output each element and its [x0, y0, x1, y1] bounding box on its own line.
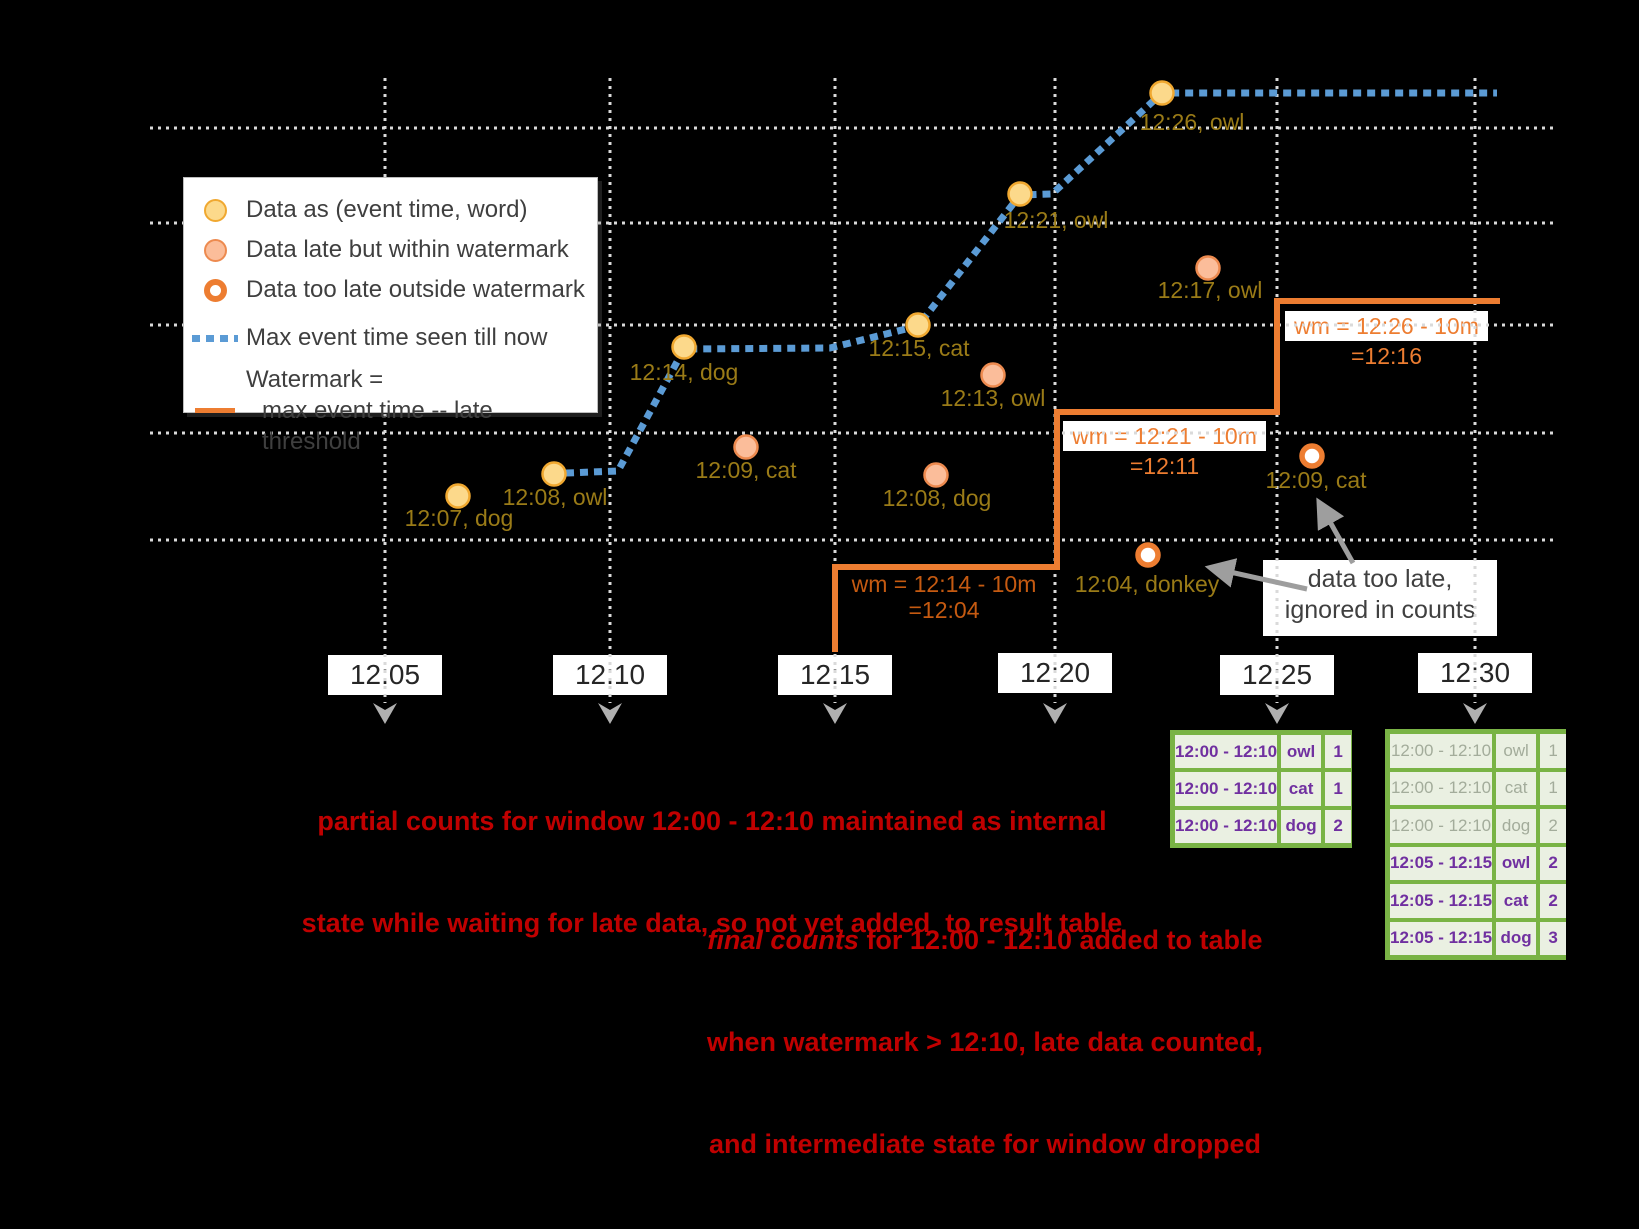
- word-cell: dog: [1281, 809, 1322, 843]
- word-cell: cat: [1496, 771, 1537, 805]
- count-cell: 1: [1540, 771, 1567, 805]
- legend-item-late: Data late but within watermark: [184, 230, 597, 270]
- legend-item-watermark-line: Watermark = max event time -- late thres…: [184, 364, 597, 457]
- legend-label: Watermark =: [246, 366, 384, 393]
- count-cell: 3: [1540, 921, 1567, 955]
- on-time-point-icon: [184, 198, 246, 222]
- word-cell: cat: [1281, 772, 1322, 806]
- legend: Data as (event time, word) Data late but…: [183, 177, 598, 455]
- max-event-line-icon: [184, 334, 246, 342]
- legend-item-on-time: Data as (event time, word): [184, 190, 597, 230]
- count-cell: 2: [1540, 809, 1567, 843]
- partial-counts-note-line2: state while waiting for late data, so no…: [301, 908, 1123, 938]
- too-late-point-icon: [184, 278, 246, 302]
- final-counts-line1-rest: for 12:00 - 12:10 added to table: [858, 925, 1263, 955]
- final-counts-note-line1: final counts for 12:00 - 12:10 added to …: [660, 923, 1310, 957]
- legend-label: Max event time seen till now: [246, 324, 548, 351]
- word-cell: cat: [1496, 884, 1537, 918]
- window-cell: 12:00 - 12:10: [1175, 772, 1278, 806]
- count-cell: 1: [1325, 772, 1352, 806]
- legend-label: Data as (event time, word): [246, 196, 528, 223]
- result-table-1230: 12:00 - 12:10 owl 1 12:00 - 12:10 cat 1 12:00 …: [1385, 729, 1567, 960]
- word-cell: dog: [1496, 809, 1537, 843]
- watermark-annotation-1: wm = 12:14 - 10m =12:04: [851, 571, 1037, 623]
- window-cell: 12:05 - 12:15: [1390, 884, 1493, 918]
- legend-label: Data late but within watermark: [246, 236, 569, 263]
- final-counts-note-line3: and intermediate state for window droppe…: [708, 1129, 1262, 1159]
- window-cell: 12:05 - 12:15: [1390, 921, 1493, 955]
- count-cell: 2: [1540, 846, 1567, 880]
- count-cell: 2: [1540, 884, 1567, 918]
- partial-counts-note: partial counts for window 12:00 - 12:10 …: [262, 736, 1162, 1008]
- count-cell: 1: [1325, 735, 1352, 769]
- final-counts-note-line2: when watermark > 12:10, late data counte…: [707, 1027, 1263, 1057]
- window-cell: 12:00 - 12:10: [1175, 809, 1278, 843]
- window-cell: 12:05 - 12:15: [1390, 846, 1493, 880]
- word-cell: owl: [1496, 734, 1537, 768]
- result-table-1225: 12:00 - 12:10 owl 1 12:00 - 12:10 cat 1 12:00 …: [1170, 730, 1352, 848]
- count-cell: 1: [1540, 734, 1567, 768]
- late-point-icon: [184, 238, 246, 262]
- partial-counts-note-line1: partial counts for window 12:00 - 12:10 …: [317, 806, 1107, 836]
- word-cell: owl: [1496, 846, 1537, 880]
- legend-item-max-event-line: Max event time seen till now: [184, 318, 597, 358]
- word-cell: owl: [1281, 735, 1322, 769]
- final-counts-emphasis: final counts: [707, 925, 859, 955]
- window-cell: 12:00 - 12:10: [1175, 735, 1278, 769]
- word-cell: dog: [1496, 921, 1537, 955]
- final-counts-note: final counts for 12:00 - 12:10 added to …: [660, 855, 1310, 1229]
- legend-label: Data too late outside watermark: [246, 276, 585, 303]
- watermarking-diagram: { "colors": { "background": "#000000", "…: [150, 78, 1567, 1159]
- watermark-line-icon: [184, 408, 246, 413]
- legend-item-too-late: Data too late outside watermark: [184, 270, 597, 310]
- window-cell: 12:00 - 12:10: [1390, 734, 1493, 768]
- legend-label-line2: max event time -- late threshold: [262, 397, 493, 455]
- window-cell: 12:00 - 12:10: [1390, 809, 1493, 843]
- window-cell: 12:00 - 12:10: [1390, 771, 1493, 805]
- count-cell: 2: [1325, 809, 1352, 843]
